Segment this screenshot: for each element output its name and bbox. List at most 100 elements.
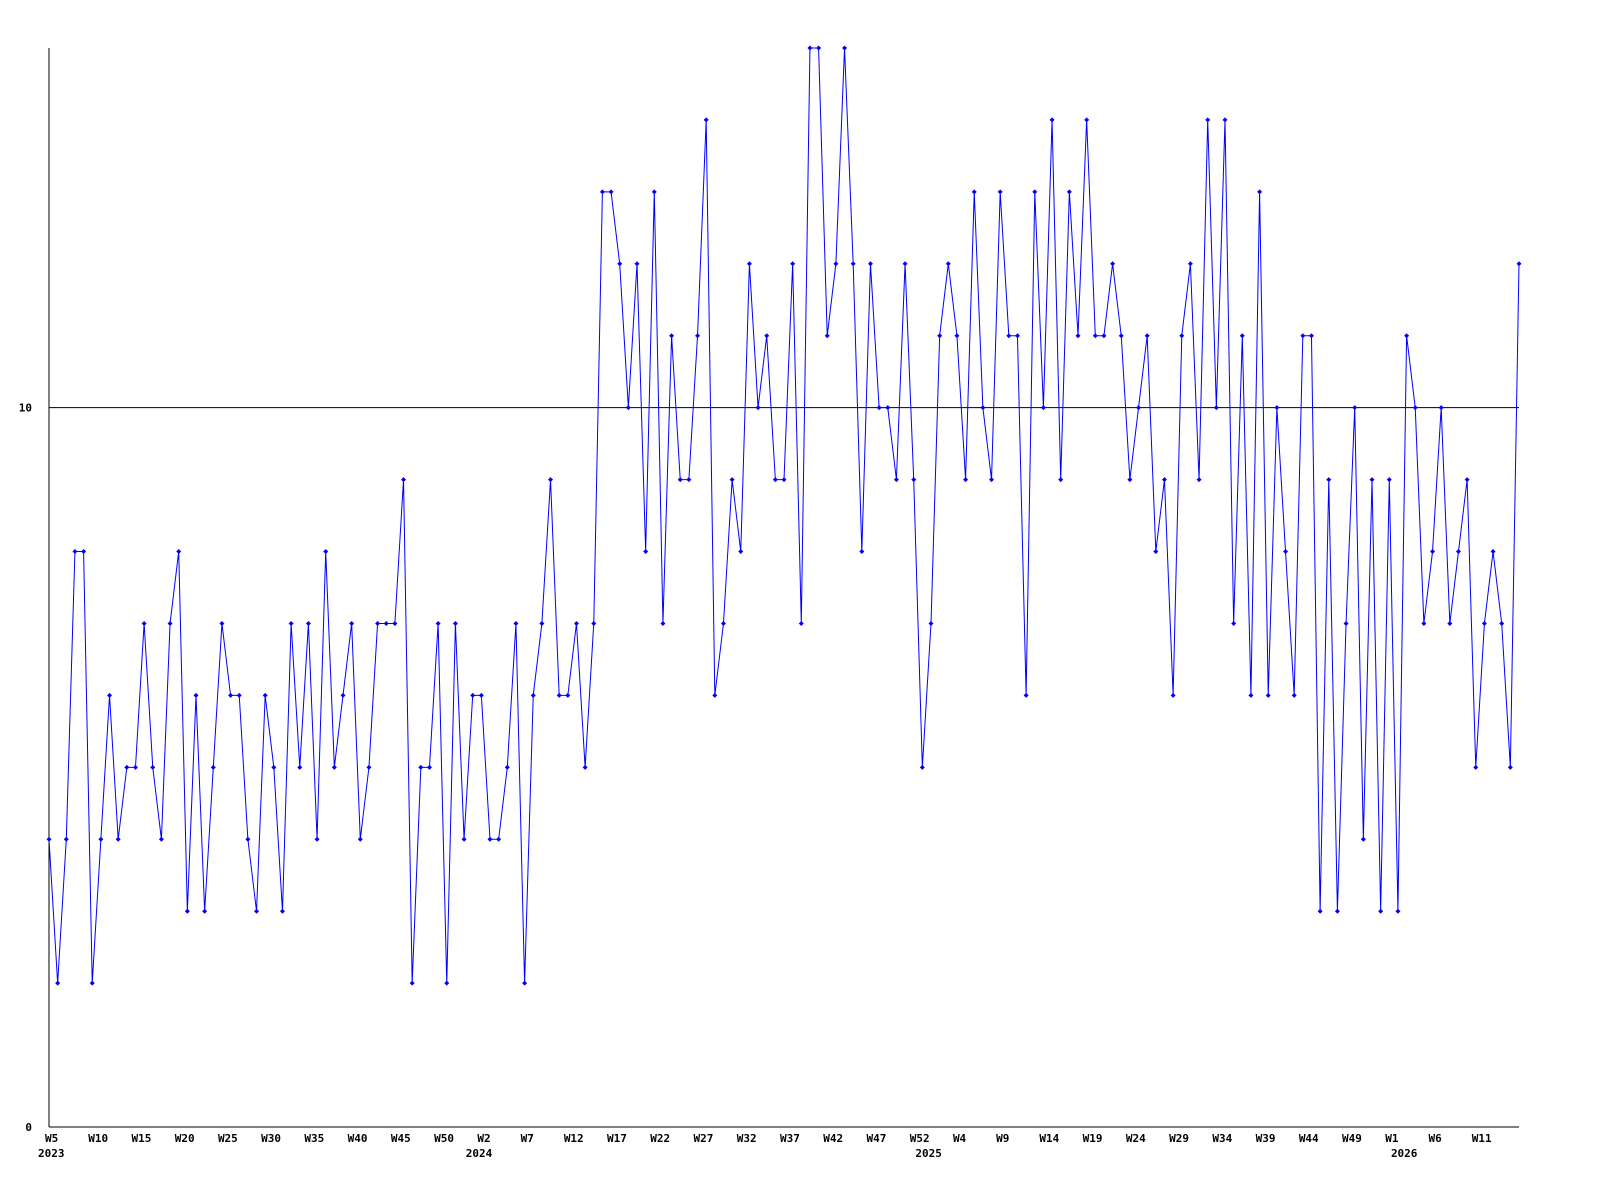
point: [712, 692, 718, 698]
point: [392, 620, 398, 626]
point: [271, 764, 277, 770]
point: [893, 477, 899, 483]
point: [1084, 117, 1090, 123]
point: [522, 980, 528, 986]
point: [885, 405, 891, 411]
point: [798, 620, 804, 626]
point: [375, 620, 381, 626]
point: [409, 980, 415, 986]
x-tick-label: W17: [607, 1132, 627, 1145]
point: [210, 764, 216, 770]
point: [720, 620, 726, 626]
point: [1455, 549, 1461, 555]
point: [867, 261, 873, 267]
point: [444, 980, 450, 986]
point: [643, 549, 649, 555]
point: [219, 620, 225, 626]
point: [357, 836, 363, 842]
point: [1343, 620, 1349, 626]
x-tick-label: W47: [866, 1132, 886, 1145]
point: [228, 692, 234, 698]
point: [755, 405, 761, 411]
point: [1430, 549, 1436, 555]
point: [530, 692, 536, 698]
point: [599, 189, 605, 195]
x-tick-label: W19: [1083, 1132, 1103, 1145]
point: [608, 189, 614, 195]
point: [1326, 477, 1332, 483]
x-year-label: 2025: [915, 1147, 942, 1160]
point: [989, 477, 995, 483]
point: [1378, 908, 1384, 914]
point: [314, 836, 320, 842]
line: [48, 47, 1520, 984]
point: [1023, 692, 1029, 698]
x-tick-label: W45: [391, 1132, 411, 1145]
point: [1136, 405, 1142, 411]
point: [202, 908, 208, 914]
point: [963, 477, 969, 483]
point: [1421, 620, 1427, 626]
x-tick-label: W30: [261, 1132, 281, 1145]
point: [1248, 692, 1254, 698]
point: [323, 549, 329, 555]
x-tick-label: W22: [650, 1132, 670, 1145]
point: [816, 45, 822, 51]
point: [565, 692, 571, 698]
point: [790, 261, 796, 267]
point: [703, 117, 709, 123]
point: [1412, 405, 1418, 411]
point: [1473, 764, 1479, 770]
point: [1144, 333, 1150, 339]
point: [1516, 261, 1522, 267]
point: [176, 549, 182, 555]
point: [651, 189, 657, 195]
point: [1101, 333, 1107, 339]
point: [807, 45, 813, 51]
point: [556, 692, 562, 698]
point: [1058, 477, 1064, 483]
point: [1360, 836, 1366, 842]
point: [115, 836, 121, 842]
x-year-label: 2024: [466, 1147, 493, 1160]
point: [582, 764, 588, 770]
point: [746, 261, 752, 267]
x-tick-label: W9: [996, 1132, 1009, 1145]
x-tick-label: W24: [1126, 1132, 1146, 1145]
point: [279, 908, 285, 914]
point: [1127, 477, 1133, 483]
point: [366, 764, 372, 770]
point: [1265, 692, 1271, 698]
point: [1179, 333, 1185, 339]
point: [1153, 549, 1159, 555]
point: [1317, 908, 1323, 914]
point: [89, 980, 95, 986]
point: [1490, 549, 1496, 555]
point: [876, 405, 882, 411]
x-tick-label: W32: [737, 1132, 757, 1145]
point: [1447, 620, 1453, 626]
x-tick-label: W11: [1472, 1132, 1492, 1145]
x-tick-label: W35: [304, 1132, 324, 1145]
point: [254, 908, 260, 914]
point: [461, 836, 467, 842]
point: [1187, 261, 1193, 267]
x-tick-label: W29: [1169, 1132, 1189, 1145]
x-tick-label: W50: [434, 1132, 454, 1145]
x-tick-label: W49: [1342, 1132, 1362, 1145]
point: [81, 549, 87, 555]
x-tick-label: W10: [88, 1132, 108, 1145]
point: [1170, 692, 1176, 698]
point: [418, 764, 424, 770]
point: [911, 477, 917, 483]
x-tick-label: W25: [218, 1132, 238, 1145]
point: [487, 836, 493, 842]
x-year-label: 2023: [38, 1147, 65, 1160]
point: [1438, 405, 1444, 411]
point: [288, 620, 294, 626]
x-tick-label: W12: [564, 1132, 584, 1145]
point: [141, 620, 147, 626]
x-tick-label: W14: [1039, 1132, 1059, 1145]
point: [1481, 620, 1487, 626]
